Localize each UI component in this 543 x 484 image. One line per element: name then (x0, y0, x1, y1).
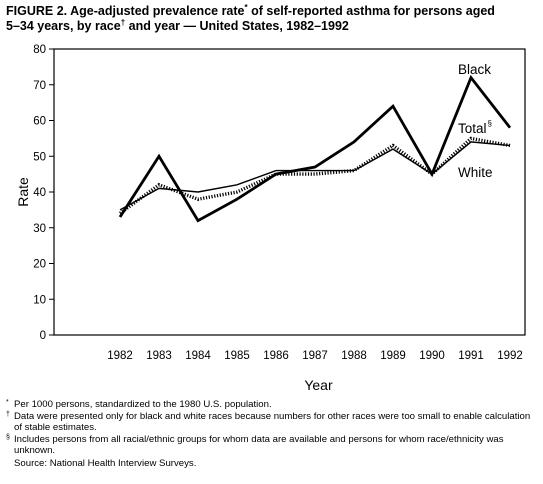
x-tick-label: 1989 (380, 350, 406, 362)
series-label-white: White (458, 165, 493, 180)
footnotes: * Per 1000 persons, standardized to the 1… (6, 399, 538, 470)
y-tick-label: 80 (33, 44, 46, 56)
y-tick-label: 0 (40, 330, 46, 342)
series-label-black: Black (458, 62, 491, 77)
x-axis-title: Year (304, 377, 333, 393)
y-tick-label: 30 (33, 223, 46, 235)
figure-title: FIGURE 2. Age-adjusted prevalence rate* … (6, 2, 536, 34)
y-axis-title: Rate (15, 177, 31, 207)
series-line-total (118, 136, 511, 215)
x-tick-label: 1988 (341, 350, 367, 362)
y-tick-label: 40 (33, 187, 46, 199)
y-tick-label: 70 (33, 80, 46, 92)
line-chart: 0 10 20 30 40 50 60 70 80 1982 1983 1984 1985 1986 198… (15, 44, 526, 393)
title-line-2: 5–34 years, by race† and year — United S… (6, 17, 349, 33)
series-line-white (119, 141, 511, 211)
x-tick-label: 1982 (107, 350, 133, 362)
x-tick-label: 1985 (224, 350, 250, 362)
x-tick-label: 1991 (458, 350, 484, 362)
x-tick-label: 1990 (419, 350, 445, 362)
y-tick-label: 50 (33, 151, 46, 163)
series-line-black (118, 74, 512, 223)
y-tick-label: 20 (33, 259, 46, 271)
footnote-dagger: † Data were presented only for black and … (6, 410, 531, 434)
x-tick-label: 1984 (185, 350, 211, 362)
x-tick-label: 1987 (302, 350, 328, 362)
source-note: Source: National Health Interview Survey… (14, 457, 197, 469)
plot-frame (53, 48, 526, 336)
y-tick-label: 60 (33, 116, 46, 128)
footnote-section: § Includes persons from all racial/ethnic… (6, 433, 504, 457)
x-tick-label: 1983 (146, 350, 172, 362)
title-line-1: FIGURE 2. Age-adjusted prevalence rate* … (6, 2, 495, 18)
y-tick-label: 10 (33, 294, 46, 306)
footnote-asterisk: * Per 1000 persons, standardized to the 1… (6, 399, 272, 410)
x-tick-label: 1992 (497, 350, 523, 362)
x-tick-label: 1986 (263, 350, 289, 362)
series-label-total: Total§ (458, 119, 492, 136)
